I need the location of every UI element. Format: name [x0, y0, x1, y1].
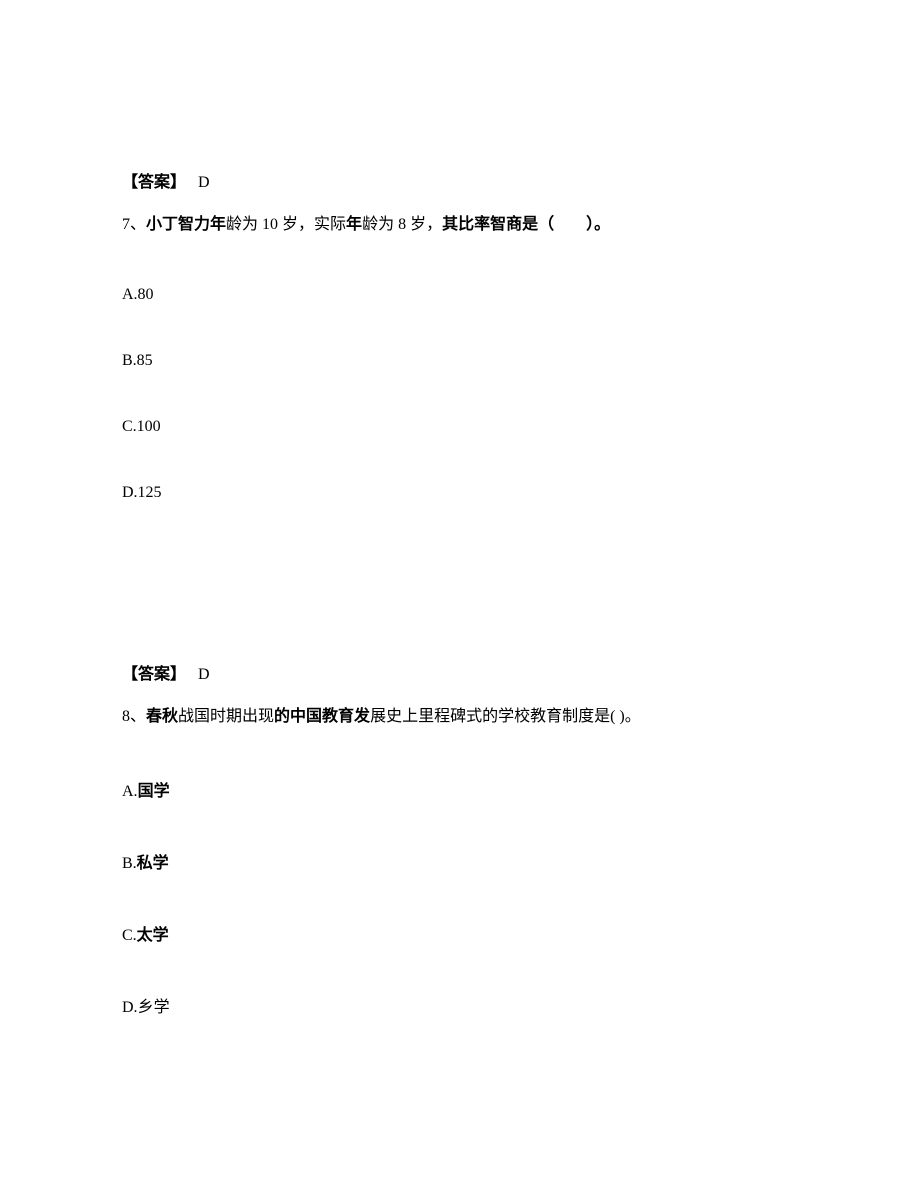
- question-7-number: 7、: [122, 216, 146, 233]
- answer-label-1: 【答案】: [122, 174, 186, 191]
- question-7-text-b1: 小丁智力年: [146, 216, 226, 233]
- q8-option-a: A.国学: [122, 777, 798, 801]
- question-7: 7、小丁智力年龄为 10 岁，实际年龄为 8 岁，其比率智商是（ ）。: [122, 212, 798, 238]
- q8-option-a-text: 国学: [138, 783, 170, 800]
- question-7-text-n2: 龄为 8 岁，: [362, 216, 442, 233]
- answer-label-2: 【答案】: [122, 666, 186, 683]
- answer-block-2: 【答案】 D: [122, 660, 798, 684]
- question-7-text-b3: 其比率智商是（ ）。: [442, 216, 610, 233]
- answer-block-1: 【答案】 D: [122, 168, 798, 192]
- q8-option-b: B.私学: [122, 849, 798, 873]
- section-gap-1: [122, 550, 798, 660]
- question-8-number: 8、: [122, 708, 146, 725]
- q8-option-c-prefix: C.: [122, 927, 137, 944]
- question-8: 8、春秋战国时期出现的中国教育发展史上里程碑式的学校教育制度是( )。: [122, 704, 798, 730]
- q8-option-b-prefix: B.: [122, 855, 137, 872]
- q8-option-d-text: 乡学: [138, 999, 170, 1016]
- question-8-text-n2: 展史上里程碑式的学校教育制度是( )。: [370, 708, 641, 725]
- question-7-text-n1: 龄为 10 岁，实际: [226, 216, 346, 233]
- question-8-text-b2: 的中国教育发: [274, 708, 370, 725]
- q7-option-b: B.85: [122, 352, 798, 370]
- q8-option-a-prefix: A.: [122, 783, 138, 800]
- question-8-text-n1: 战国时期出现: [178, 708, 274, 725]
- q7-option-d: D.125: [122, 484, 798, 502]
- question-8-text-b1: 春秋: [146, 708, 178, 725]
- q8-option-d: D.乡学: [122, 993, 798, 1017]
- question-7-text-b2: 年: [346, 216, 362, 233]
- q7-option-a: A.80: [122, 286, 798, 304]
- answer-value-1: D: [198, 174, 210, 191]
- document-content: 【答案】 D 7、小丁智力年龄为 10 岁，实际年龄为 8 岁，其比率智商是（ ）…: [0, 0, 920, 1017]
- q8-option-c-text: 太学: [137, 927, 169, 944]
- q7-option-c: C.100: [122, 418, 798, 436]
- answer-value-2: D: [198, 666, 210, 683]
- q8-option-c: C.太学: [122, 921, 798, 945]
- q8-option-d-prefix: D.: [122, 999, 138, 1016]
- q8-option-b-text: 私学: [137, 855, 169, 872]
